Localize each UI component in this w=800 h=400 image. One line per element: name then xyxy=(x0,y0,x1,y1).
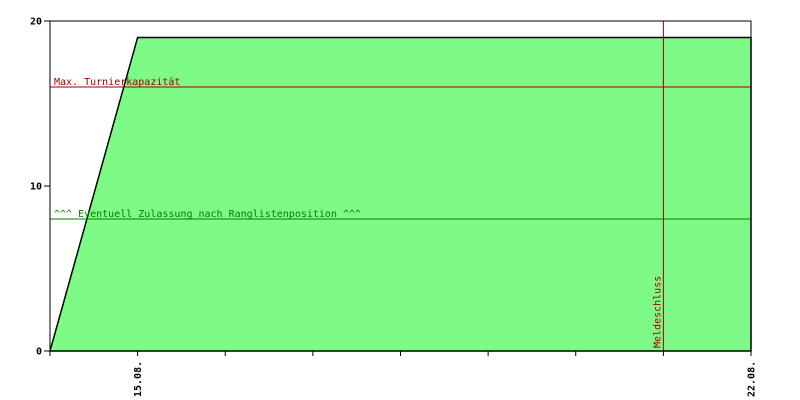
chart-plot-area xyxy=(44,20,752,356)
x-axis-label-22-08: 22.08. xyxy=(747,361,758,397)
y-axis-label-20: 20 xyxy=(30,17,42,28)
ranking-admission-label: ^^^ Eventuell Zulassung nach Ranglistenp… xyxy=(54,209,361,220)
y-axis-label-10: 10 xyxy=(30,182,42,193)
registration-deadline-label: Meldeschluss xyxy=(652,276,663,348)
plot-border xyxy=(49,20,752,352)
y-axis-label-0: 0 xyxy=(36,347,42,358)
x-axis-label-15-08: 15.08. xyxy=(133,361,144,397)
max-capacity-label: Max. Turnierkapazität xyxy=(54,77,180,88)
